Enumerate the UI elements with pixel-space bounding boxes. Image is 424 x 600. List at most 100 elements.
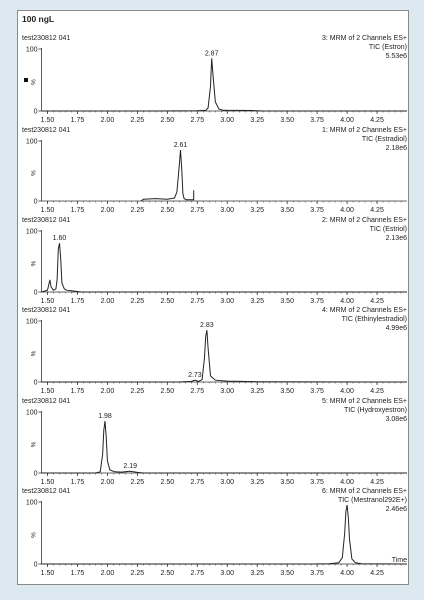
x-tick-label: 3.75	[310, 117, 324, 124]
x-tick-label: 3.25	[250, 117, 264, 124]
x-tick-label: 4.25	[370, 570, 384, 577]
x-tick-label: 3.75	[310, 298, 324, 305]
y-tick-label: 100	[26, 319, 38, 326]
x-tick-label: 1.75	[71, 388, 85, 395]
x-tick-label: 2.50	[161, 479, 175, 486]
y-tick-label: 100	[26, 139, 38, 146]
x-tick-label: 2.75	[190, 570, 204, 577]
channel-label: 1: MRM of 2 Channels ES+	[322, 127, 407, 134]
x-tick-label: 3.25	[250, 570, 264, 577]
peak-label: 2.61	[174, 142, 188, 149]
y-axis-label: %	[31, 260, 38, 266]
x-tick-label: 3.50	[280, 570, 294, 577]
x-tick-label: 1.75	[71, 479, 85, 486]
x-tick-label: 3.00	[220, 388, 234, 395]
x-tick-label: 4.25	[370, 479, 384, 486]
x-tick-label: 2.25	[131, 207, 145, 214]
y-axis-label: %	[31, 532, 38, 538]
page-title: 100 ngL	[22, 14, 54, 24]
y-tick-label: 100	[26, 229, 38, 236]
x-tick-label: 2.75	[190, 298, 204, 305]
sample-name: test230812 041	[22, 35, 70, 42]
intensity-label: 5.53e6	[386, 53, 408, 60]
sample-name: test230812 041	[22, 307, 70, 314]
peak-label: 1.60	[53, 235, 67, 242]
y-tick-label: 100	[26, 500, 38, 507]
x-tick-label: 3.00	[220, 298, 234, 305]
x-tick-label: 2.25	[131, 388, 145, 395]
x-tick-label: 3.75	[310, 207, 324, 214]
peak-label: 1.98	[98, 413, 112, 420]
tic-label: TIC (Estriol)	[370, 226, 407, 233]
y-axis-label: %	[31, 79, 38, 85]
tic-label: TIC (Hydroxyestron)	[344, 407, 407, 414]
x-tick-label: 4.00	[340, 117, 354, 124]
peak-label: 2.73	[188, 372, 202, 379]
intensity-label: 2.13e6	[386, 235, 408, 242]
x-tick-label: 3.25	[250, 298, 264, 305]
x-tick-label: 4.00	[340, 479, 354, 486]
x-tick-label: 1.50	[41, 117, 55, 124]
x-tick-label: 2.25	[131, 479, 145, 486]
x-tick-label: 2.00	[101, 117, 115, 124]
x-tick-label: 3.75	[310, 570, 324, 577]
x-tick-label: 2.50	[161, 570, 175, 577]
x-tick-label: 4.00	[340, 388, 354, 395]
x-tick-label: 3.50	[280, 388, 294, 395]
channel-label: 2: MRM of 2 Channels ES+	[322, 217, 407, 224]
x-tick-label: 4.00	[340, 298, 354, 305]
y-tick-label: 0	[34, 562, 38, 569]
marker-square	[24, 78, 28, 82]
sample-name: test230812 041	[22, 127, 70, 134]
y-tick-label: 0	[34, 471, 38, 478]
peak-label: 2.87	[205, 50, 219, 57]
x-tick-label: 1.50	[41, 207, 55, 214]
x-tick-label: 4.25	[370, 207, 384, 214]
intensity-label: 2.46e6	[386, 506, 408, 513]
y-axis-label: %	[31, 170, 38, 176]
x-tick-label: 2.75	[190, 479, 204, 486]
x-tick-label: 2.00	[101, 479, 115, 486]
x-tick-label: 1.75	[71, 207, 85, 214]
x-tick-label: 1.50	[41, 479, 55, 486]
y-tick-label: 0	[34, 109, 38, 116]
x-tick-label: 2.75	[190, 388, 204, 395]
x-tick-label: 2.00	[101, 207, 115, 214]
x-tick-label: 3.50	[280, 207, 294, 214]
x-tick-label: 2.25	[131, 117, 145, 124]
chromatogram-trace	[41, 505, 408, 565]
y-axis-label: %	[31, 441, 38, 447]
x-tick-label: 3.50	[280, 298, 294, 305]
tic-label: TIC (Estron)	[369, 44, 407, 51]
x-tick-label: 2.25	[131, 570, 145, 577]
x-tick-label: 2.75	[190, 207, 204, 214]
intensity-label: 3.08e6	[386, 416, 408, 423]
x-tick-label: 2.25	[131, 298, 145, 305]
x-tick-label: 2.50	[161, 388, 175, 395]
peak-label: 2.83	[200, 322, 214, 329]
y-axis-label: %	[31, 350, 38, 356]
x-tick-label: 1.50	[41, 298, 55, 305]
peak-label: 2.19	[123, 463, 137, 470]
x-tick-label: 1.50	[41, 570, 55, 577]
x-tick-label: 3.50	[280, 117, 294, 124]
x-axis-label: Time	[392, 557, 407, 564]
x-tick-label: 2.50	[161, 207, 175, 214]
x-tick-label: 3.00	[220, 570, 234, 577]
tic-label: TIC (Estradiol)	[362, 136, 407, 143]
x-tick-label: 2.00	[101, 388, 115, 395]
x-tick-label: 1.75	[71, 117, 85, 124]
chromatogram-trace	[41, 330, 408, 383]
x-tick-label: 4.25	[370, 388, 384, 395]
x-tick-label: 2.00	[101, 298, 115, 305]
x-tick-label: 4.25	[370, 117, 384, 124]
x-tick-label: 4.25	[370, 298, 384, 305]
sample-name: test230812 041	[22, 488, 70, 495]
y-tick-label: 0	[34, 380, 38, 387]
channel-label: 5: MRM of 2 Channels ES+	[322, 398, 407, 405]
chromatogram-trace	[41, 243, 407, 293]
chromatogram-trace	[41, 58, 407, 112]
channel-label: 4: MRM of 2 Channels ES+	[322, 307, 407, 314]
x-tick-label: 1.75	[71, 298, 85, 305]
x-tick-label: 2.00	[101, 570, 115, 577]
